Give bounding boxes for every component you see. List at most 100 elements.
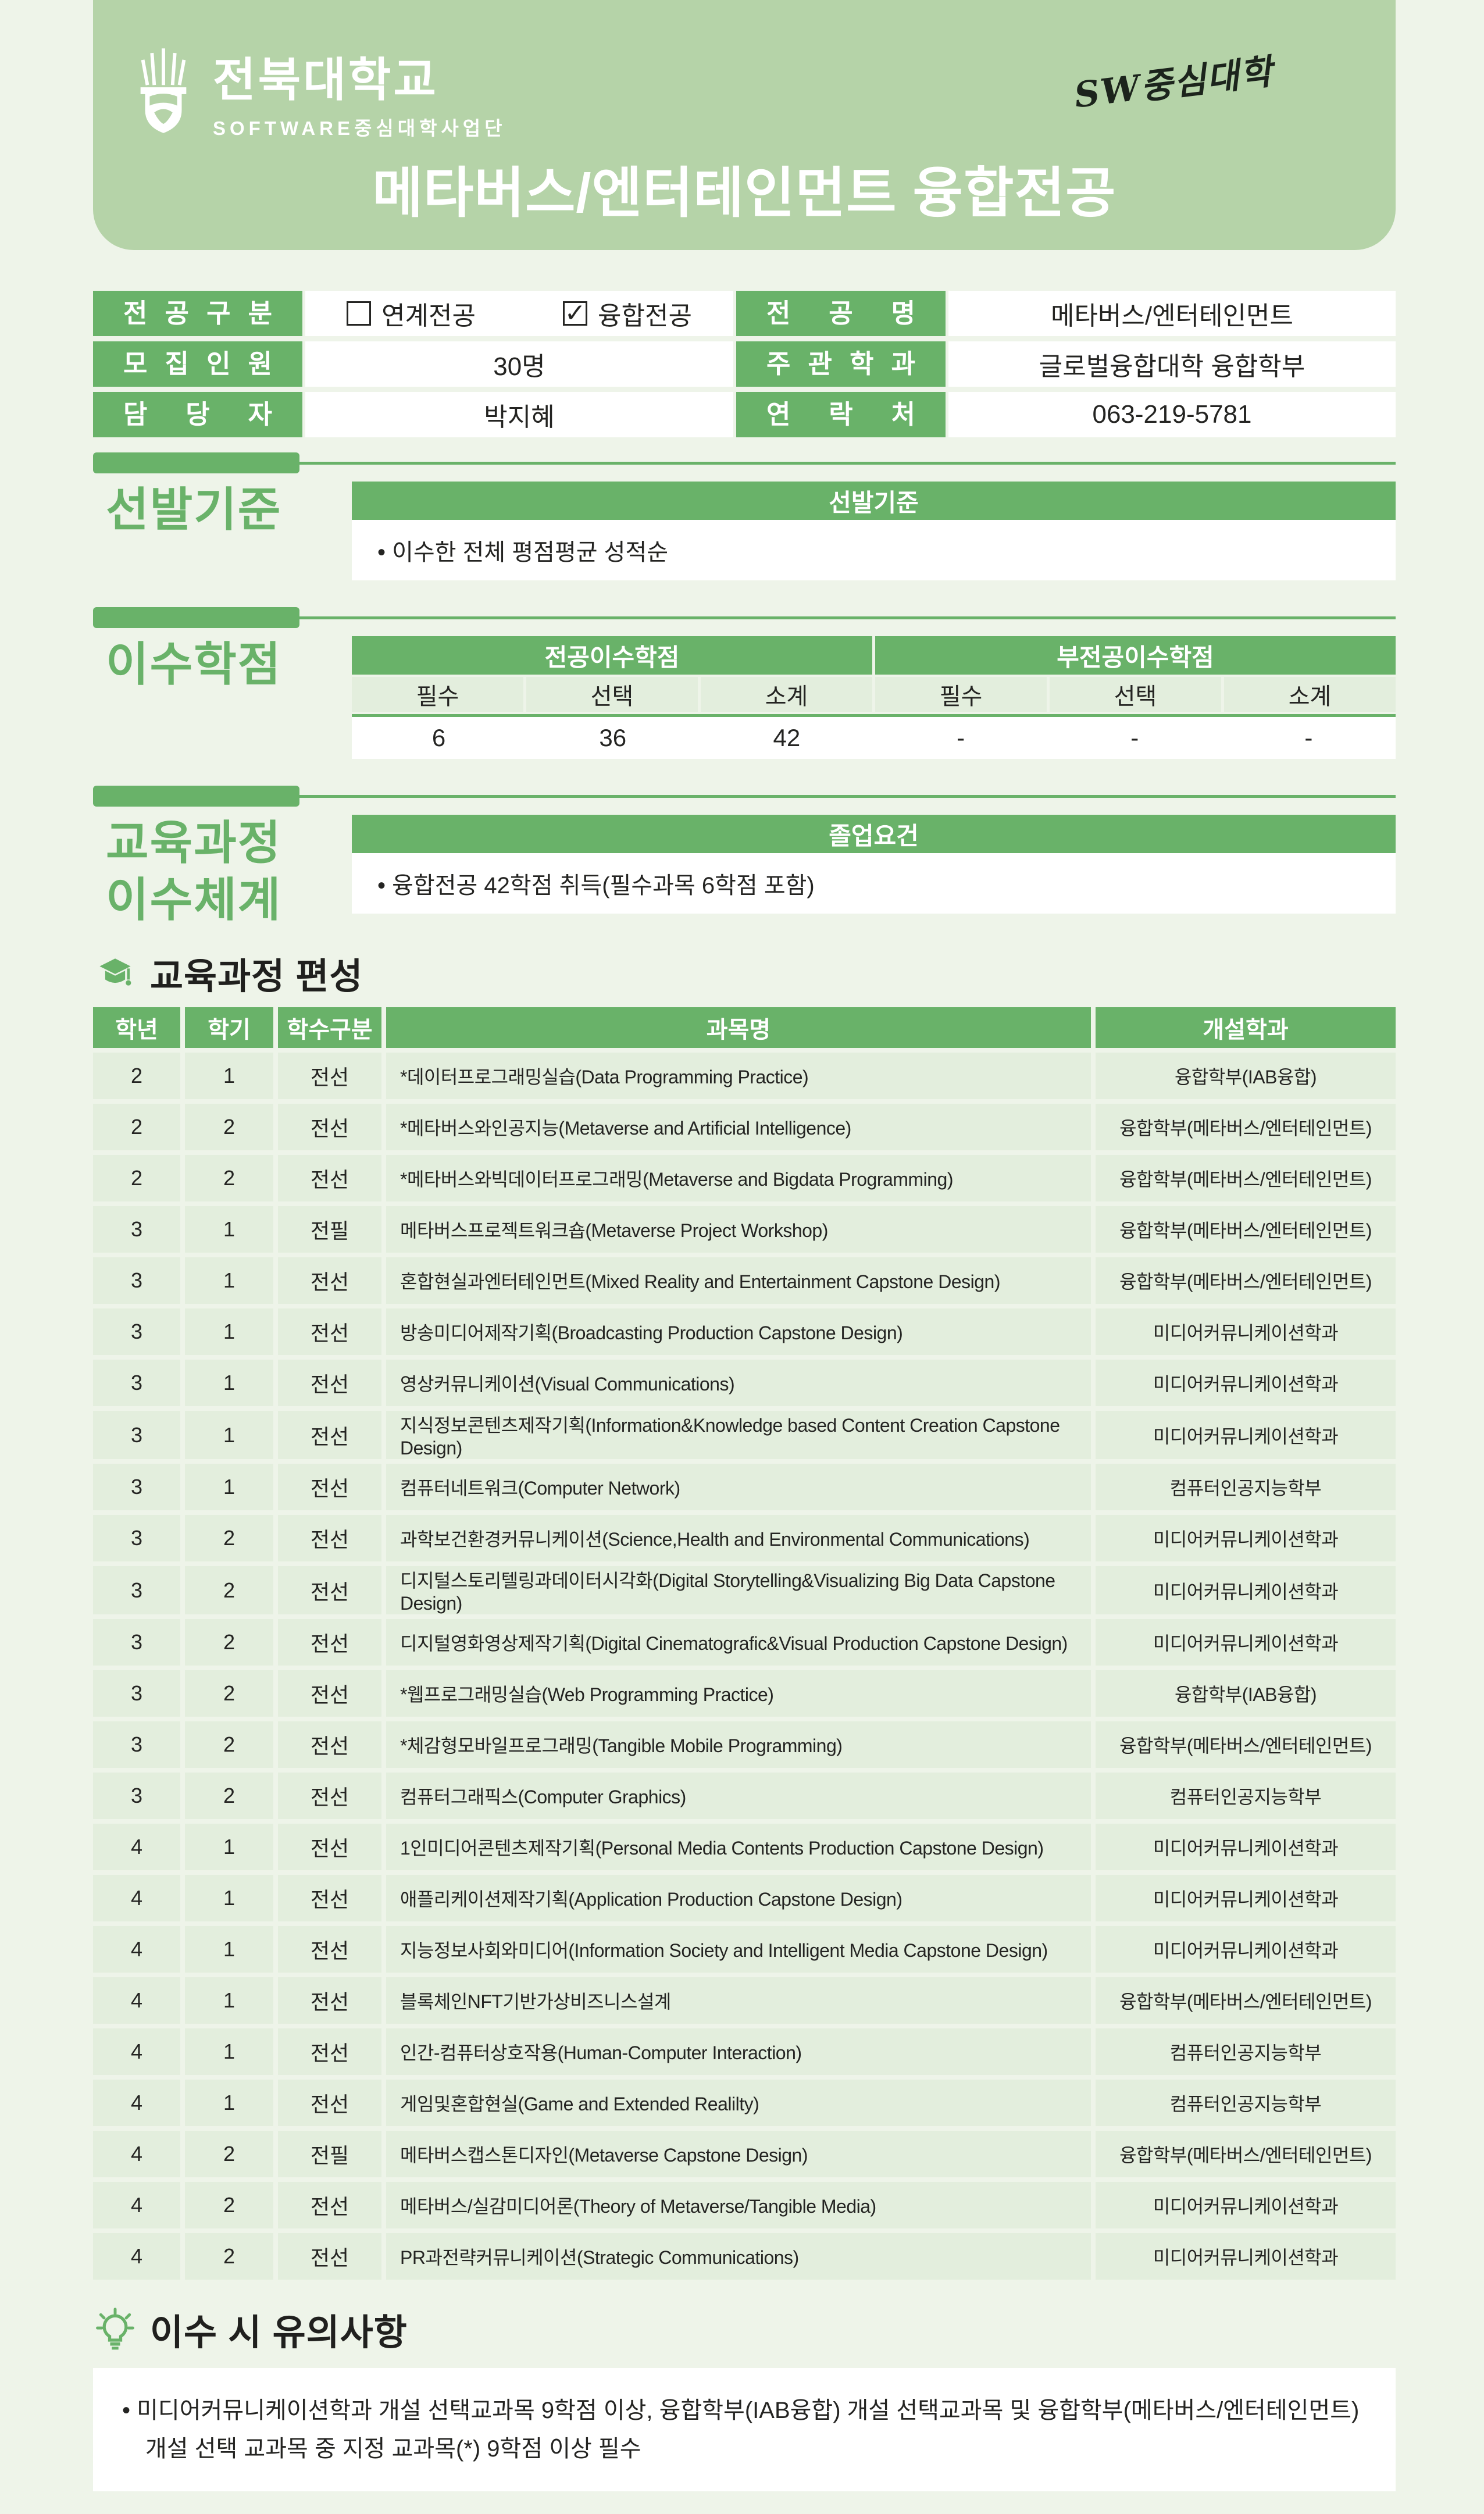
credits-col-header: 소계 bbox=[1224, 677, 1396, 712]
course-semester: 1 bbox=[185, 1977, 273, 2024]
course-semester: 1 bbox=[185, 2080, 273, 2127]
course-name: 컴퓨터그래픽스(Computer Graphics) bbox=[386, 1773, 1091, 1820]
notes-heading: 이수 시 유의사항 bbox=[93, 2304, 1396, 2354]
info-value: 박지혜 bbox=[305, 392, 733, 437]
course-type: 전선 bbox=[278, 1104, 381, 1151]
credits-value: - bbox=[1047, 717, 1222, 759]
course-semester: 1 bbox=[185, 1926, 273, 1973]
info-label: 모 집 인 원 bbox=[93, 341, 302, 387]
section-rule bbox=[93, 452, 1396, 473]
credits-col-header: 소계 bbox=[701, 677, 872, 712]
course-dept: 컴퓨터인공지능학부 bbox=[1096, 2080, 1396, 2127]
course-year: 4 bbox=[93, 2080, 180, 2127]
course-type: 전선 bbox=[278, 1619, 381, 1666]
credits-col-header: 선택 bbox=[1050, 677, 1221, 712]
selection-table-header: 선발기준 bbox=[352, 482, 1396, 520]
info-label: 담 당 자 bbox=[93, 392, 302, 437]
checkbox-icon: ✓ bbox=[563, 301, 587, 326]
credits-table: 전공이수학점 부전공이수학점 필수 선택 소계 필수 선택 소계 6 36 42- - - bbox=[352, 636, 1396, 759]
course-name: 방송미디어제작기획(Broadcasting Production Capsto… bbox=[386, 1308, 1091, 1356]
course-col-header: 학년 bbox=[93, 1007, 180, 1049]
graduation-book-icon bbox=[99, 958, 131, 986]
course-dept: 융합학부(메타버스/엔터테인먼트) bbox=[1096, 1721, 1396, 1768]
course-semester: 2 bbox=[185, 1670, 273, 1717]
info-value: 연계전공 ✓ 융합전공 bbox=[305, 291, 733, 336]
course-semester: 1 bbox=[185, 1464, 273, 1511]
course-name: *메타버스와빅데이터프로그래밍(Metaverse and Bigdata Pr… bbox=[386, 1155, 1091, 1202]
course-name: 지능정보사회와미디어(Information Society and Intel… bbox=[386, 1926, 1091, 1973]
course-name: *웹프로그래밍실습(Web Programming Practice) bbox=[386, 1670, 1091, 1717]
course-year: 3 bbox=[93, 1308, 180, 1356]
course-name: 애플리케이션제작기획(Application Production Capsto… bbox=[386, 1875, 1091, 1922]
selection-table: 선발기준 • 이수한 전체 평점평균 성적순 bbox=[352, 482, 1396, 580]
course-name: 인간-컴퓨터상호작용(Human-Computer Interaction) bbox=[386, 2028, 1091, 2076]
course-type: 전선 bbox=[278, 1721, 381, 1768]
major-type-options: 연계전공 ✓ 융합전공 bbox=[347, 295, 692, 332]
course-dept: 컴퓨터인공지능학부 bbox=[1096, 1464, 1396, 1511]
credits-col-header: 선택 bbox=[526, 677, 698, 712]
info-value: 30명 bbox=[305, 341, 733, 387]
course-type: 전선 bbox=[278, 2233, 381, 2280]
course-year: 2 bbox=[93, 1104, 180, 1151]
course-semester: 2 bbox=[185, 1155, 273, 1202]
header-banner: 전북대학교 SOFTWARE중심대학사업단 SW중심대학 메타버스/엔터테인먼트… bbox=[93, 0, 1396, 250]
course-semester: 2 bbox=[185, 1721, 273, 1768]
course-name: 혼합현실과엔터테인먼트(Mixed Reality and Entertainm… bbox=[386, 1257, 1091, 1304]
credits-value: 42 bbox=[700, 717, 874, 759]
checkbox-checked: ✓ 융합전공 bbox=[563, 295, 692, 332]
course-year: 3 bbox=[93, 1773, 180, 1820]
course-dept: 미디어커뮤니케이션학과 bbox=[1096, 1824, 1396, 1871]
course-year: 4 bbox=[93, 2131, 180, 2178]
section-curriculum: 교육과정 이수체계 졸업요건 • 융합전공 42학점 취득(필수과목 6학점 포… bbox=[93, 786, 1396, 928]
course-semester: 1 bbox=[185, 1257, 273, 1304]
course-type: 전선 bbox=[278, 1515, 381, 1562]
course-name: *데이터프로그래밍실습(Data Programming Practice) bbox=[386, 1053, 1091, 1100]
course-name: 1인미디어콘텐츠제작기획(Personal Media Contents Pro… bbox=[386, 1824, 1091, 1871]
course-name: *체감형모바일프로그래밍(Tangible Mobile Programming… bbox=[386, 1721, 1091, 1768]
checkbox-unchecked: 연계전공 bbox=[347, 295, 476, 332]
course-dept: 융합학부(IAB융합) bbox=[1096, 1053, 1396, 1100]
course-semester: 2 bbox=[185, 1619, 273, 1666]
course-dept: 융합학부(메타버스/엔터테인먼트) bbox=[1096, 1257, 1396, 1304]
section-credits: 이수학점 전공이수학점 부전공이수학점 필수 선택 소계 필수 선택 소계 6 36 42- - - bbox=[93, 607, 1396, 759]
course-semester: 2 bbox=[185, 2131, 273, 2178]
course-name: 영상커뮤니케이션(Visual Communications) bbox=[386, 1360, 1091, 1407]
course-dept: 융합학부(메타버스/엔터테인먼트) bbox=[1096, 2131, 1396, 2178]
course-type: 전선 bbox=[278, 1308, 381, 1356]
course-year: 4 bbox=[93, 2028, 180, 2076]
course-dept: 융합학부(메타버스/엔터테인먼트) bbox=[1096, 1104, 1396, 1151]
course-name: 디지털영화영상제작기획(Digital Cinematografic&Visua… bbox=[386, 1619, 1091, 1666]
course-year: 3 bbox=[93, 1411, 180, 1460]
course-dept: 미디어커뮤니케이션학과 bbox=[1096, 1566, 1396, 1615]
course-semester: 1 bbox=[185, 1206, 273, 1253]
checkbox-label: 연계전공 bbox=[381, 302, 476, 330]
course-type: 전필 bbox=[278, 2131, 381, 2178]
course-year: 3 bbox=[93, 1721, 180, 1768]
checkbox-label: 융합전공 bbox=[598, 302, 692, 330]
checkbox-icon bbox=[347, 301, 372, 326]
course-name: 컴퓨터네트워크(Computer Network) bbox=[386, 1464, 1091, 1511]
course-dept: 융합학부(메타버스/엔터테인먼트) bbox=[1096, 1206, 1396, 1253]
credits-value: - bbox=[873, 717, 1048, 759]
course-name: 메타버스프로젝트워크숍(Metaverse Project Workshop) bbox=[386, 1206, 1091, 1253]
course-type: 전선 bbox=[278, 1360, 381, 1407]
course-year: 4 bbox=[93, 1875, 180, 1922]
course-type: 전선 bbox=[278, 1670, 381, 1717]
section-rule bbox=[93, 786, 1396, 807]
section-rule bbox=[93, 607, 1396, 628]
university-subtitle: SOFTWARE중심대학사업단 bbox=[213, 117, 506, 139]
course-semester: 1 bbox=[185, 1360, 273, 1407]
course-semester: 1 bbox=[185, 1411, 273, 1460]
lightbulb-icon bbox=[96, 2308, 134, 2350]
course-year: 3 bbox=[93, 1566, 180, 1615]
credits-divider bbox=[352, 714, 1396, 717]
course-type: 전선 bbox=[278, 1053, 381, 1100]
course-semester: 2 bbox=[185, 1104, 273, 1151]
course-col-header: 학기 bbox=[185, 1007, 273, 1049]
course-name: 게임및혼합현실(Game and Extended Realilty) bbox=[386, 2080, 1091, 2127]
selection-criteria-text: • 이수한 전체 평점평균 성적순 bbox=[352, 520, 1396, 580]
course-dept: 미디어커뮤니케이션학과 bbox=[1096, 1308, 1396, 1356]
course-name: PR과전략커뮤니케이션(Strategic Communications) bbox=[386, 2233, 1091, 2280]
course-year: 3 bbox=[93, 1670, 180, 1717]
